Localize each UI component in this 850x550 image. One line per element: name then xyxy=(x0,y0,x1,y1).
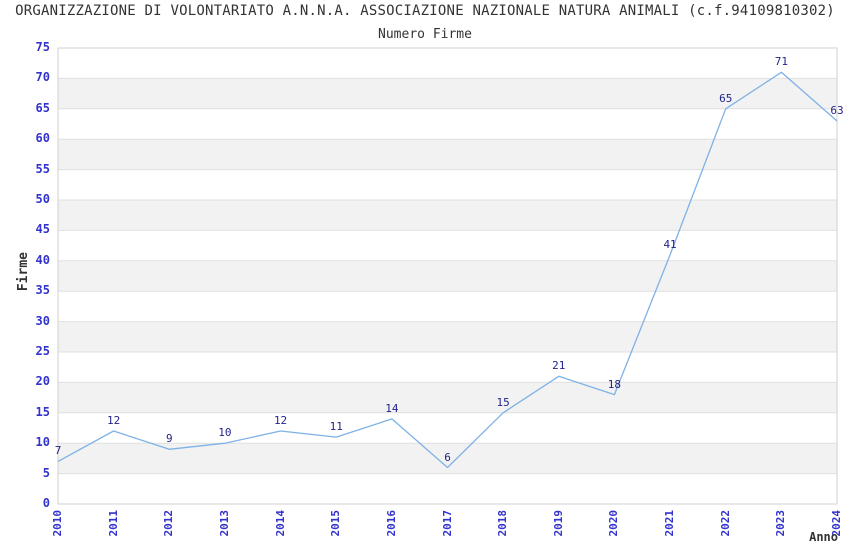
data-point-label: 21 xyxy=(552,359,566,373)
x-tick-label: 2018 xyxy=(496,510,510,537)
y-tick-label: 35 xyxy=(35,283,50,298)
data-point-label: 14 xyxy=(385,401,399,415)
chart-title: ORGANIZZAZIONE DI VOLONTARIATO A.N.N.A. … xyxy=(15,3,835,19)
y-tick-label: 0 xyxy=(42,496,50,510)
data-point-label: 12 xyxy=(273,414,288,428)
x-tick-label: 2010 xyxy=(51,510,64,537)
y-tick-label: 10 xyxy=(35,435,50,450)
y-tick-label: 40 xyxy=(35,252,50,267)
data-line xyxy=(57,71,838,469)
plot-band xyxy=(58,139,837,170)
x-tick-label: 2022 xyxy=(718,510,732,537)
data-point-label: 71 xyxy=(774,55,788,69)
x-tick-label: 2023 xyxy=(774,510,788,537)
x-tick-label: 2014 xyxy=(273,510,287,537)
y-tick-label: 30 xyxy=(35,313,50,328)
chart-subtitle: Numero Firme xyxy=(378,27,472,42)
y-tick-label: 45 xyxy=(35,222,50,237)
x-tick-label: 2011 xyxy=(106,510,120,537)
x-tick-label: 2019 xyxy=(551,510,565,537)
x-tick-label: 2021 xyxy=(663,510,677,537)
x-tick-label: 2016 xyxy=(384,510,398,537)
x-axis-title: Anno xyxy=(809,530,838,544)
y-tick-label: 50 xyxy=(35,192,50,206)
data-point-label: 18 xyxy=(607,377,622,391)
y-tick-label: 65 xyxy=(35,100,50,115)
data-point-label: 65 xyxy=(719,91,733,105)
y-axis-title: Firme xyxy=(16,252,31,292)
x-tick-label: 2017 xyxy=(440,510,454,537)
plot-band xyxy=(58,200,837,231)
data-point-label: 41 xyxy=(663,237,677,251)
y-tick-label: 75 xyxy=(35,40,50,54)
data-point-label: 7 xyxy=(54,444,62,458)
data-point-label: 6 xyxy=(444,450,451,464)
data-point-label: 12 xyxy=(107,414,121,428)
y-tick-label: 70 xyxy=(35,70,50,85)
x-tick-label: 2013 xyxy=(217,510,231,537)
data-point-label: 63 xyxy=(830,103,844,117)
plot-border xyxy=(57,47,838,505)
x-tick-label: 2015 xyxy=(329,510,343,537)
data-point-label: 11 xyxy=(329,420,343,434)
y-tick-label: 5 xyxy=(42,465,50,480)
plot-band xyxy=(58,260,837,292)
y-tick-label: 25 xyxy=(35,344,50,358)
data-point-label: 10 xyxy=(218,426,232,440)
data-point-label: 9 xyxy=(165,432,173,446)
y-tick-label: 20 xyxy=(35,374,50,389)
plot-band xyxy=(58,78,837,109)
x-tick-label: 2012 xyxy=(162,510,176,537)
plot-band xyxy=(58,321,837,352)
plot-band xyxy=(58,443,837,474)
y-tick-label: 15 xyxy=(35,404,50,419)
y-tick-label: 60 xyxy=(35,131,50,146)
data-point-label: 15 xyxy=(496,395,510,409)
x-tick-label: 2020 xyxy=(607,510,621,537)
plot-band xyxy=(58,382,837,413)
y-tick-label: 55 xyxy=(35,161,50,176)
